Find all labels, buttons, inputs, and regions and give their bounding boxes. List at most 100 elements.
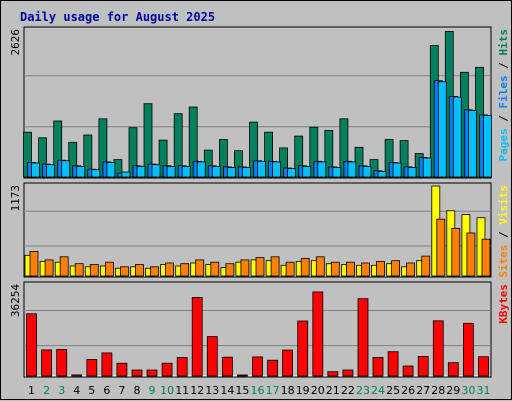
x-tick-label-day-9: 9 [149,384,156,397]
bar-pages-day-3 [61,160,71,178]
bar-pages-day-8 [136,165,146,178]
bar-pages-day-25 [392,162,402,178]
bar-pages-day-22 [347,161,357,178]
panel-bottom-legend: KBytes [497,284,510,324]
bar-pages-day-29 [452,96,462,178]
bar-sites-day-29 [451,227,461,277]
bar-pages-day-14 [226,167,236,178]
panel-top-max-label: 2626 [9,29,22,56]
bar-kbytes-day-15 [236,374,248,377]
bar-kbytes-day-3 [56,348,68,377]
bar-sites-day-20 [315,256,325,277]
x-tick-label-day-23: 23 [356,384,370,397]
bar-sites-day-6 [105,261,114,277]
bar-sites-day-5 [89,264,99,277]
bar-sites-day-9 [150,266,159,277]
bar-pages-day-30 [467,110,477,178]
bar-sites-day-8 [135,264,144,277]
x-tick-label-day-6: 6 [103,384,110,397]
bar-sites-day-16 [255,257,265,277]
bar-kbytes-day-13 [206,336,218,377]
bar-pages-day-7 [121,171,131,178]
bar-kbytes-day-2 [41,349,52,377]
bar-pages-day-26 [407,167,417,178]
bar-kbytes-day-5 [86,358,98,377]
x-tick-label-day-28: 28 [431,384,445,397]
bar-kbytes-day-11 [176,356,188,377]
bar-kbytes-day-8 [131,369,143,377]
bar-pages-day-21 [332,167,342,178]
x-tick-label-day-1: 1 [28,384,35,397]
bar-sites-day-7 [120,266,129,277]
bar-kbytes-day-10 [161,362,173,377]
bar-kbytes-day-16 [252,356,263,377]
x-tick-label-day-4: 4 [73,384,80,397]
legend-item: KBytes [497,284,510,324]
x-tick-label-day-12: 12 [190,384,204,397]
bar-sites-day-15 [240,259,250,277]
x-tick-label-day-19: 19 [296,384,310,397]
x-tick-label-day-7: 7 [118,384,125,397]
bar-kbytes-day-22 [342,369,354,377]
bar-sites-day-27 [421,255,431,277]
bar-kbytes-day-21 [327,371,339,377]
bar-kbytes-day-4 [71,374,83,377]
bar-kbytes-day-23 [357,298,369,377]
bar-sites-day-10 [165,262,175,277]
bar-sites-day-1 [29,250,39,277]
x-tick-label-day-15: 15 [235,384,249,397]
legend-item: Visits [497,185,510,225]
bar-pages-day-19 [302,165,312,178]
bar-kbytes-day-19 [297,320,309,377]
bar-sites-day-31 [481,238,491,277]
bar-kbytes-day-6 [101,352,113,377]
legend-item: Sites [497,245,510,278]
bar-kbytes-day-1 [26,313,37,377]
bar-pages-day-2 [46,164,55,178]
x-tick-label-day-16: 16 [251,384,265,397]
x-tick-label-day-17: 17 [266,384,280,397]
bar-sites-day-26 [406,262,416,277]
bar-sites-day-22 [345,261,355,277]
bar-kbytes-day-18 [282,349,294,377]
x-tick-label-day-22: 22 [341,384,355,397]
bar-pages-day-15 [241,167,251,178]
legend-item: Pages [497,128,510,161]
bar-kbytes-day-20 [312,291,324,377]
x-tick-label-day-31: 31 [477,384,491,397]
bar-kbytes-day-31 [478,356,489,377]
bar-pages-day-28 [437,81,447,178]
x-tick-label-day-11: 11 [175,384,189,397]
chart-title: Daily usage for August 2025 [20,10,215,24]
legend-item: / [497,56,510,76]
bar-sites-day-14 [225,263,235,277]
bar-kbytes-day-7 [116,362,128,377]
x-tick-label-day-8: 8 [134,384,141,397]
bar-sites-day-25 [391,260,401,277]
bar-pages-day-6 [106,161,116,178]
bar-sites-day-24 [376,260,385,277]
bar-kbytes-day-25 [387,351,399,377]
bar-pages-day-24 [377,170,387,178]
x-tick-label-day-20: 20 [311,384,325,397]
bar-kbytes-day-27 [417,355,429,377]
bar-kbytes-day-29 [447,362,459,377]
panel-middle-max-label: 1173 [9,185,22,212]
panel-middle-legend: Sites / Visits [497,185,510,278]
x-tick-label-day-29: 29 [446,384,460,397]
bar-kbytes-day-26 [402,365,414,377]
x-tick-label-day-26: 26 [401,384,415,397]
x-tick-label-day-3: 3 [58,384,65,397]
bar-sites-day-12 [195,259,205,277]
bar-pages-day-10 [166,165,176,178]
bar-pages-day-12 [196,161,206,178]
x-tick-label-day-24: 24 [371,384,385,397]
panel-top-legend: Pages / Files / Hits [497,29,510,162]
bar-sites-day-18 [285,261,295,277]
legend-item: / [497,109,510,129]
bar-pages-day-18 [287,168,297,178]
bar-pages-day-11 [181,165,191,178]
x-tick-label-day-25: 25 [386,384,400,397]
bar-kbytes-day-17 [267,359,279,377]
